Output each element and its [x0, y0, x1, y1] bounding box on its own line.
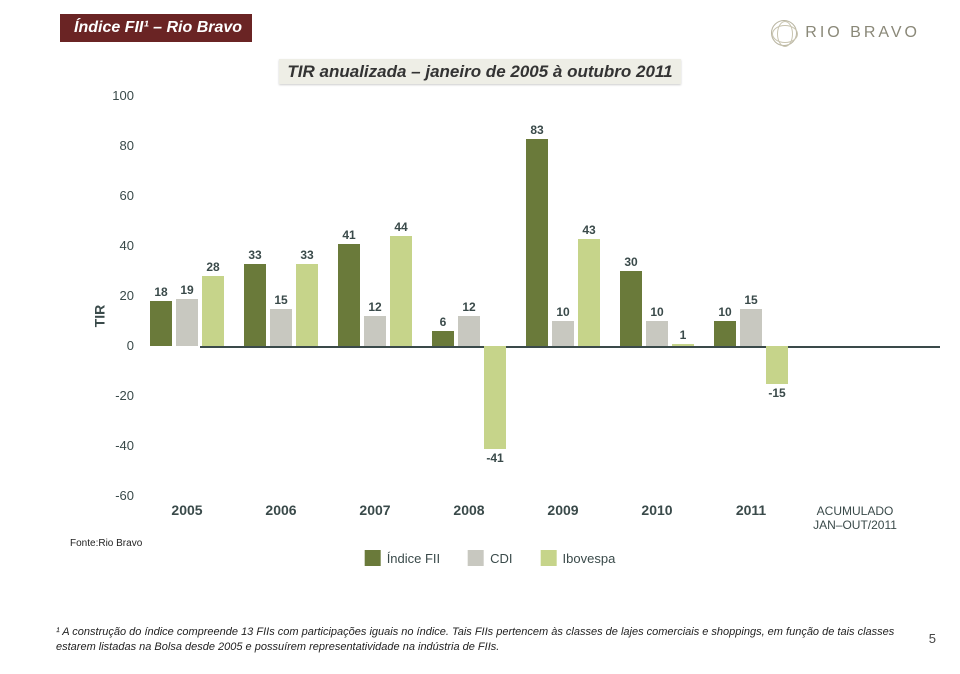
- legend-swatch: [468, 550, 484, 566]
- bar-ibov: -41: [484, 346, 506, 449]
- bar-indice: 18: [150, 301, 172, 346]
- chart-title-text: TIR anualizada – janeiro de 2005 à outub…: [279, 59, 680, 84]
- chart-title: TIR anualizada – janeiro de 2005 à outub…: [0, 62, 960, 82]
- bar-value: 10: [552, 305, 574, 319]
- bar-value: 19: [176, 283, 198, 297]
- bar-value: 15: [740, 293, 762, 307]
- bar-value: 18: [150, 285, 172, 299]
- title-left: Índice FII¹: [74, 19, 149, 36]
- legend-label: Índice FII: [387, 551, 440, 566]
- bar-indice: 10: [714, 321, 736, 346]
- y-tick: 100: [112, 88, 134, 103]
- bar-value: 83: [526, 123, 548, 137]
- title-right: – Rio Bravo: [153, 19, 242, 36]
- x-label: 2008: [432, 502, 506, 518]
- bar-cdi: 10: [552, 321, 574, 346]
- bar-value: 10: [646, 305, 668, 319]
- bar-indice: 6: [432, 331, 454, 346]
- bar-value: 33: [296, 248, 318, 262]
- globe-icon: [771, 20, 797, 46]
- bar-indice: 83: [526, 139, 548, 347]
- legend-item-cdi: CDI: [468, 550, 512, 566]
- page-number: 5: [929, 631, 936, 646]
- x-label: 2007: [338, 502, 412, 518]
- x-label: 2006: [244, 502, 318, 518]
- plot-area: 181928200533153320064112442007612-412008…: [140, 96, 880, 496]
- y-tick: 80: [112, 138, 134, 153]
- bar-value: 15: [270, 293, 292, 307]
- y-tick: 60: [112, 188, 134, 203]
- chart: TIR 181928200533153320064112442007612-41…: [80, 96, 900, 536]
- bar-value: 12: [458, 300, 480, 314]
- logo-text: RIO BRAVO: [805, 24, 920, 42]
- bar-ibov: 44: [390, 236, 412, 346]
- bar-cdi: 15: [270, 309, 292, 347]
- bar-value: 12: [364, 300, 386, 314]
- y-tick: -20: [112, 388, 134, 403]
- bar-ibov: -15: [766, 346, 788, 384]
- bar-value: 44: [390, 220, 412, 234]
- page-title: Índice FII¹ – Rio Bravo: [74, 19, 242, 37]
- footnote: ¹ A construção do índice compreende 13 F…: [56, 625, 904, 654]
- legend: Índice FII CDI Ibovespa: [365, 550, 616, 566]
- acum-line1: ACUMULADO: [817, 504, 894, 518]
- y-tick: 40: [112, 238, 134, 253]
- bar-cdi: 10: [646, 321, 668, 346]
- header-bar: Índice FII¹ – Rio Bravo: [60, 14, 252, 42]
- logo: RIO BRAVO: [771, 20, 920, 46]
- x-label: 2005: [150, 502, 224, 518]
- y-tick: -60: [112, 488, 134, 503]
- bar-ibov: 1: [672, 344, 694, 347]
- bar-ibov: 28: [202, 276, 224, 346]
- bar-cdi: 15: [740, 309, 762, 347]
- y-tick: 0: [112, 338, 134, 353]
- bar-value: 1: [672, 328, 694, 342]
- bar-value: 30: [620, 255, 642, 269]
- y-tick: -40: [112, 438, 134, 453]
- bar-indice: 33: [244, 264, 266, 347]
- y-tick: 20: [112, 288, 134, 303]
- bar-value: -15: [766, 386, 788, 400]
- x-label: 2009: [526, 502, 600, 518]
- legend-swatch: [365, 550, 381, 566]
- bar-value: -41: [484, 451, 506, 465]
- bar-value: 6: [432, 315, 454, 329]
- legend-label: Ibovespa: [563, 551, 616, 566]
- acum-line2: JAN–OUT/2011: [813, 518, 897, 532]
- legend-label: CDI: [490, 551, 512, 566]
- bar-indice: 41: [338, 244, 360, 347]
- x-label: 2010: [620, 502, 694, 518]
- legend-item-ibov: Ibovespa: [541, 550, 616, 566]
- y-axis-label: TIR: [91, 305, 107, 328]
- bar-value: 43: [578, 223, 600, 237]
- bar-indice: 30: [620, 271, 642, 346]
- bar-cdi: 19: [176, 299, 198, 347]
- bar-value: 10: [714, 305, 736, 319]
- header: Índice FII¹ – Rio Bravo RIO BRAVO: [0, 14, 960, 50]
- bar-value: 28: [202, 260, 224, 274]
- bar-value: 41: [338, 228, 360, 242]
- bar-ibov: 43: [578, 239, 600, 347]
- x-label: 2011: [714, 502, 788, 518]
- bar-cdi: 12: [458, 316, 480, 346]
- acumulado-label: ACUMULADO JAN–OUT/2011: [790, 504, 920, 533]
- bar-cdi: 12: [364, 316, 386, 346]
- bar-ibov: 33: [296, 264, 318, 347]
- zero-axis: [200, 346, 940, 348]
- legend-item-indice: Índice FII: [365, 550, 440, 566]
- bar-value: 33: [244, 248, 266, 262]
- legend-swatch: [541, 550, 557, 566]
- source-label: Fonte:Rio Bravo: [70, 538, 142, 549]
